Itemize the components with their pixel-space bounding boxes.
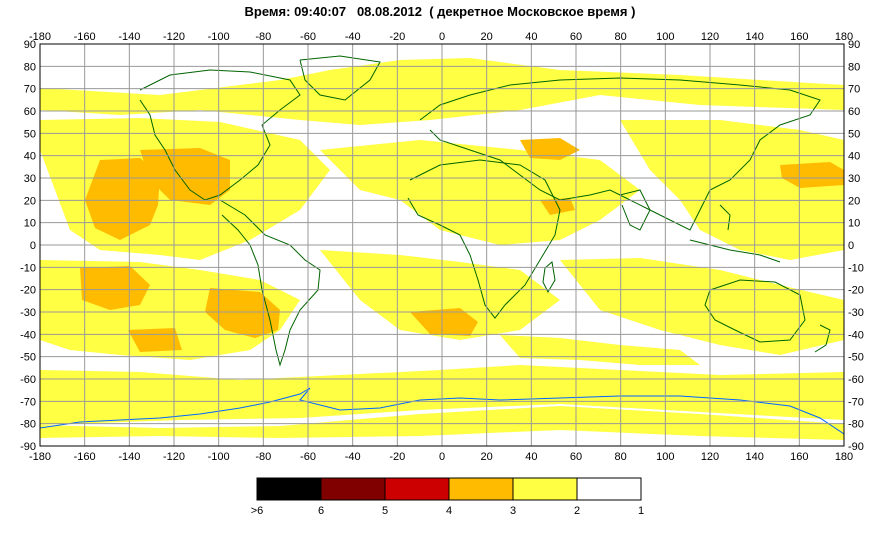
lon-tick-label-top: 0 [439, 31, 445, 43]
lon-tick-label-bottom: 20 [481, 451, 493, 463]
lat-tick-label-right: -70 [848, 396, 864, 408]
map-title: Время: 09:40:07 08.08.2012 ( декретное М… [244, 4, 636, 19]
lon-tick-label-top: -100 [208, 31, 230, 43]
lat-tick-label-right: -50 [848, 352, 864, 364]
legend-label: 2 [574, 505, 580, 517]
lon-tick-label-top: 160 [790, 31, 808, 43]
lat-tick-label-right: 40 [848, 151, 860, 163]
lon-tick-label-top: 80 [615, 31, 627, 43]
legend-label: 3 [510, 505, 516, 517]
lat-tick-label-right: 60 [848, 106, 860, 118]
lon-tick-label-top: 20 [481, 31, 493, 43]
lon-tick-label-top: -120 [163, 31, 185, 43]
lon-tick-label-top: -80 [255, 31, 271, 43]
lon-tick-label-bottom: -60 [300, 451, 316, 463]
lat-tick-label-left: 10 [24, 218, 36, 230]
coastline-layer [139, 55, 831, 367]
lon-tick-label-bottom: 0 [439, 451, 445, 463]
lon-tick-label-bottom: -80 [255, 451, 271, 463]
lat-tick-label-right: -80 [848, 419, 864, 431]
lat-tick-label-left: 30 [24, 173, 36, 185]
lat-tick-label-right: 30 [848, 173, 860, 185]
legend-label: 4 [446, 505, 452, 517]
lon-tick-label-bottom: 160 [790, 451, 808, 463]
lon-tick-label-top: 140 [745, 31, 763, 43]
lat-tick-label-left: -80 [20, 419, 36, 431]
lon-tick-label-bottom: -160 [74, 451, 96, 463]
lon-tick-label-bottom: -100 [208, 451, 230, 463]
legend-label: >6 [251, 505, 264, 517]
lon-tick-label-bottom: 80 [615, 451, 627, 463]
lon-tick-label-bottom: -120 [163, 451, 185, 463]
lat-tick-label-right: 50 [848, 128, 860, 140]
legend-end-label: 1 [638, 505, 644, 517]
lat-tick-label-left: 90 [24, 39, 36, 51]
lon-tick-label-top: 100 [656, 31, 674, 43]
legend-label: 6 [318, 505, 324, 517]
lat-tick-label-right: -10 [848, 262, 864, 274]
lat-tick-label-right: 70 [848, 84, 860, 96]
legend-swatch [256, 477, 322, 501]
lon-tick-label-bottom: 40 [525, 451, 537, 463]
axis-labels: -180-180-160-160-140-140-120-120-100-100… [20, 31, 864, 463]
lat-tick-label-right: -90 [848, 441, 864, 453]
legend: >6 6 5 4 3 2 1 [251, 477, 644, 517]
lon-tick-label-top: 180 [835, 31, 853, 43]
legend-swatch [448, 477, 514, 501]
lat-tick-label-left: 20 [24, 195, 36, 207]
lat-tick-label-right: 20 [848, 195, 860, 207]
lon-tick-label-bottom: -140 [118, 451, 140, 463]
lat-tick-label-right: 0 [848, 240, 854, 252]
lat-tick-label-left: -20 [20, 285, 36, 297]
lat-tick-label-left: 50 [24, 128, 36, 140]
lon-tick-label-top: 60 [570, 31, 582, 43]
lat-tick-label-right: -20 [848, 285, 864, 297]
legend-label: 5 [382, 505, 388, 517]
lon-tick-label-bottom: 60 [570, 451, 582, 463]
lon-tick-label-bottom: 140 [745, 451, 763, 463]
lat-tick-label-left: -70 [20, 396, 36, 408]
plot-frame [39, 43, 845, 447]
lon-tick-label-bottom: -20 [389, 451, 405, 463]
lat-tick-label-right: 10 [848, 218, 860, 230]
lat-tick-label-right: 80 [848, 61, 860, 73]
lat-tick-label-left: 70 [24, 84, 36, 96]
lon-tick-label-bottom: -40 [345, 451, 361, 463]
lon-tick-label-bottom: 180 [835, 451, 853, 463]
lat-tick-label-left: 80 [24, 61, 36, 73]
lon-tick-label-bottom: 120 [701, 451, 719, 463]
legend-swatch [384, 477, 450, 501]
lon-tick-label-top: -180 [29, 31, 51, 43]
lat-tick-label-left: -90 [20, 441, 36, 453]
lat-tick-label-right: -30 [848, 307, 864, 319]
legend-swatch [320, 477, 386, 501]
lat-tick-label-left: 60 [24, 106, 36, 118]
lon-tick-label-top: -20 [389, 31, 405, 43]
legend-swatch [512, 477, 578, 501]
lon-tick-label-bottom: 100 [656, 451, 674, 463]
lon-tick-label-top: -140 [118, 31, 140, 43]
lat-tick-label-left: -30 [20, 307, 36, 319]
lat-tick-label-left: -10 [20, 262, 36, 274]
lat-tick-label-left: 0 [30, 240, 36, 252]
lat-tick-label-left: -50 [20, 352, 36, 364]
lon-tick-label-top: -40 [345, 31, 361, 43]
lat-tick-label-left: -60 [20, 374, 36, 386]
lon-tick-label-top: -160 [74, 31, 96, 43]
lat-tick-label-right: 90 [848, 39, 860, 51]
lat-tick-label-left: 40 [24, 151, 36, 163]
lat-tick-label-right: -60 [848, 374, 864, 386]
lon-tick-label-top: -60 [300, 31, 316, 43]
lon-tick-label-bottom: -180 [29, 451, 51, 463]
legend-swatch [576, 477, 642, 501]
lon-tick-label-top: 120 [701, 31, 719, 43]
lon-tick-label-top: 40 [525, 31, 537, 43]
lat-tick-label-left: -40 [20, 329, 36, 341]
lat-tick-label-right: -40 [848, 329, 864, 341]
